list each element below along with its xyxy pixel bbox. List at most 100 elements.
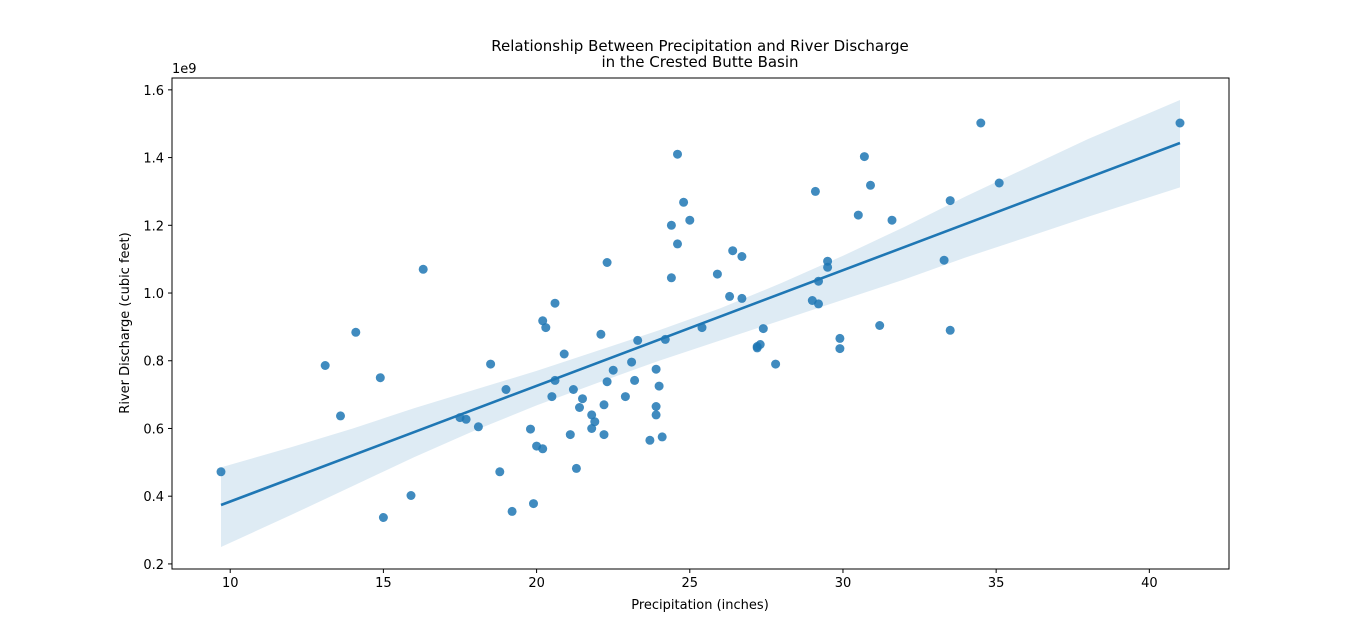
data-point <box>596 329 606 339</box>
data-point <box>571 463 581 473</box>
data-point <box>725 291 735 301</box>
data-point <box>939 255 949 265</box>
y-tick-label: 1.4 <box>143 152 164 167</box>
data-point <box>526 424 535 434</box>
y-tick-label: 1.6 <box>143 84 164 99</box>
data-point <box>666 220 676 230</box>
data-point <box>651 364 661 374</box>
data-point <box>495 467 505 477</box>
regression-line <box>220 141 1181 507</box>
y-tick-label: 1.2 <box>143 219 164 234</box>
data-point <box>378 513 388 522</box>
data-point <box>835 344 845 354</box>
y-tick-label: 1.0 <box>143 287 164 302</box>
data-point <box>590 417 600 427</box>
data-point <box>866 180 875 190</box>
data-point <box>875 321 885 330</box>
data-point <box>565 430 575 440</box>
data-point <box>336 411 345 421</box>
data-point <box>608 365 618 375</box>
x-tick-label: 40 <box>1141 576 1158 591</box>
data-point <box>835 333 845 343</box>
regression-line-layer <box>220 141 1181 507</box>
chart-title-line-2: in the Crested Butte Basin <box>601 53 798 71</box>
data-point <box>538 316 548 326</box>
data-point <box>633 335 643 345</box>
x-axis: 10 15 20 25 30 35 40 <box>222 569 1158 591</box>
x-tick-label: 30 <box>835 576 852 591</box>
data-point <box>550 298 560 308</box>
data-points-layer <box>216 118 1185 522</box>
data-point <box>712 269 722 279</box>
data-point <box>602 258 612 267</box>
data-point <box>587 424 597 433</box>
data-point <box>547 392 557 402</box>
y-axis: 0.2 0.4 0.6 0.8 1.0 1.2 1.4 1.6 <box>143 84 172 573</box>
data-point <box>654 381 664 391</box>
plot-frame <box>171 77 1230 570</box>
data-point <box>351 327 361 337</box>
data-point <box>651 410 661 420</box>
data-point <box>568 385 578 394</box>
data-point <box>859 152 869 162</box>
x-tick-label: 10 <box>222 576 239 591</box>
data-point <box>529 499 538 509</box>
data-point <box>630 375 640 385</box>
data-point <box>406 491 416 500</box>
data-point <box>755 340 765 349</box>
data-point <box>853 210 863 220</box>
data-point <box>651 402 661 411</box>
data-point <box>486 359 496 369</box>
data-point <box>673 149 682 159</box>
data-point <box>1175 118 1185 128</box>
data-point <box>771 359 781 369</box>
data-point <box>418 264 428 274</box>
data-point <box>620 392 630 402</box>
data-point <box>473 422 483 432</box>
data-point <box>627 357 637 367</box>
data-point <box>887 215 897 225</box>
y-tick-label: 0.4 <box>143 490 164 505</box>
data-point <box>578 394 587 404</box>
x-tick-label: 15 <box>375 576 392 591</box>
data-point <box>666 273 676 283</box>
y-offset-text: 1e9 <box>172 62 197 77</box>
data-point <box>945 196 955 206</box>
data-point <box>673 239 682 249</box>
data-point <box>461 414 471 424</box>
data-point <box>320 361 330 370</box>
y-tick-label: 0.8 <box>143 355 164 370</box>
data-point <box>375 373 385 383</box>
data-point <box>559 349 569 359</box>
data-point <box>507 506 517 516</box>
data-point <box>823 256 833 266</box>
data-point <box>685 215 695 225</box>
data-point <box>602 377 612 387</box>
data-point <box>645 435 655 445</box>
x-tick-label: 25 <box>682 576 699 591</box>
chart-title-line-1: Relationship Between Precipitation and R… <box>491 37 909 55</box>
data-point <box>657 432 667 442</box>
x-tick-label: 35 <box>988 576 1005 591</box>
data-point <box>737 252 747 261</box>
data-point <box>728 246 738 256</box>
data-point <box>575 403 584 412</box>
y-tick-label: 0.6 <box>143 422 164 437</box>
data-point <box>945 325 955 335</box>
data-point <box>994 178 1004 188</box>
data-point <box>501 385 511 394</box>
data-point <box>538 444 548 454</box>
data-point <box>810 186 820 196</box>
data-point <box>758 324 768 334</box>
x-tick-label: 20 <box>528 576 545 591</box>
x-axis-label: Precipitation (inches) <box>631 598 769 613</box>
y-axis-label: River Discharge (cubic feet) <box>118 232 133 413</box>
y-tick-label: 0.2 <box>143 558 164 573</box>
data-point <box>599 430 609 440</box>
data-point <box>587 410 597 420</box>
data-point <box>737 293 747 303</box>
data-point <box>814 299 823 309</box>
data-point <box>216 467 226 477</box>
data-point <box>599 400 609 410</box>
